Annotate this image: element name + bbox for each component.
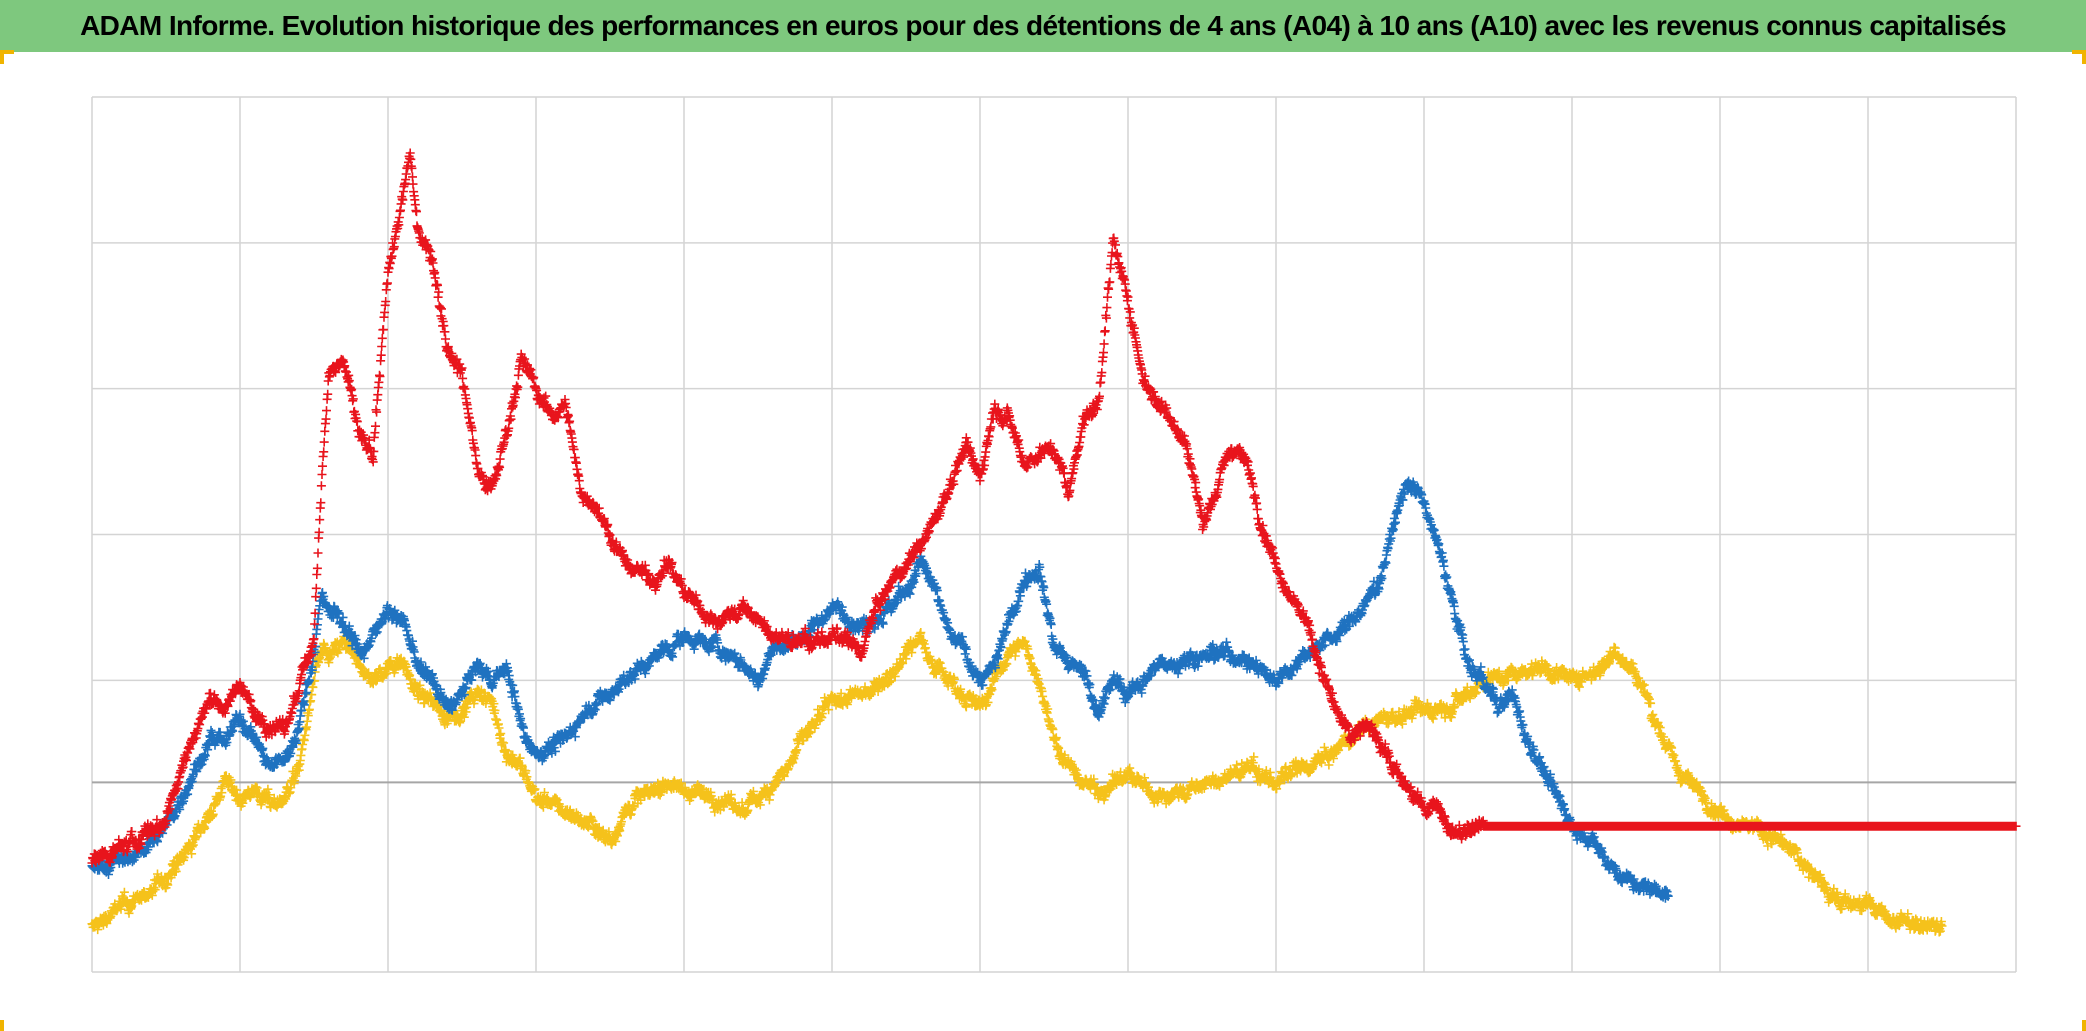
series-red-markers	[87, 148, 2021, 868]
corner-marker-right	[2082, 50, 2086, 64]
corner-marker-top-left	[0, 50, 14, 54]
corner-marker-bottom-right	[2082, 1020, 2086, 1031]
corner-marker-left	[0, 50, 4, 64]
series-red	[87, 148, 2021, 868]
chart-title: ADAM Informe. Evolution historique des p…	[80, 10, 2006, 41]
corner-marker-bottom-left	[0, 1020, 4, 1031]
title-bar: ADAM Informe. Evolution historique des p…	[0, 0, 2086, 52]
corner-marker-top-right	[2072, 50, 2086, 54]
series-layer	[87, 148, 2021, 937]
grid	[91, 96, 2017, 973]
